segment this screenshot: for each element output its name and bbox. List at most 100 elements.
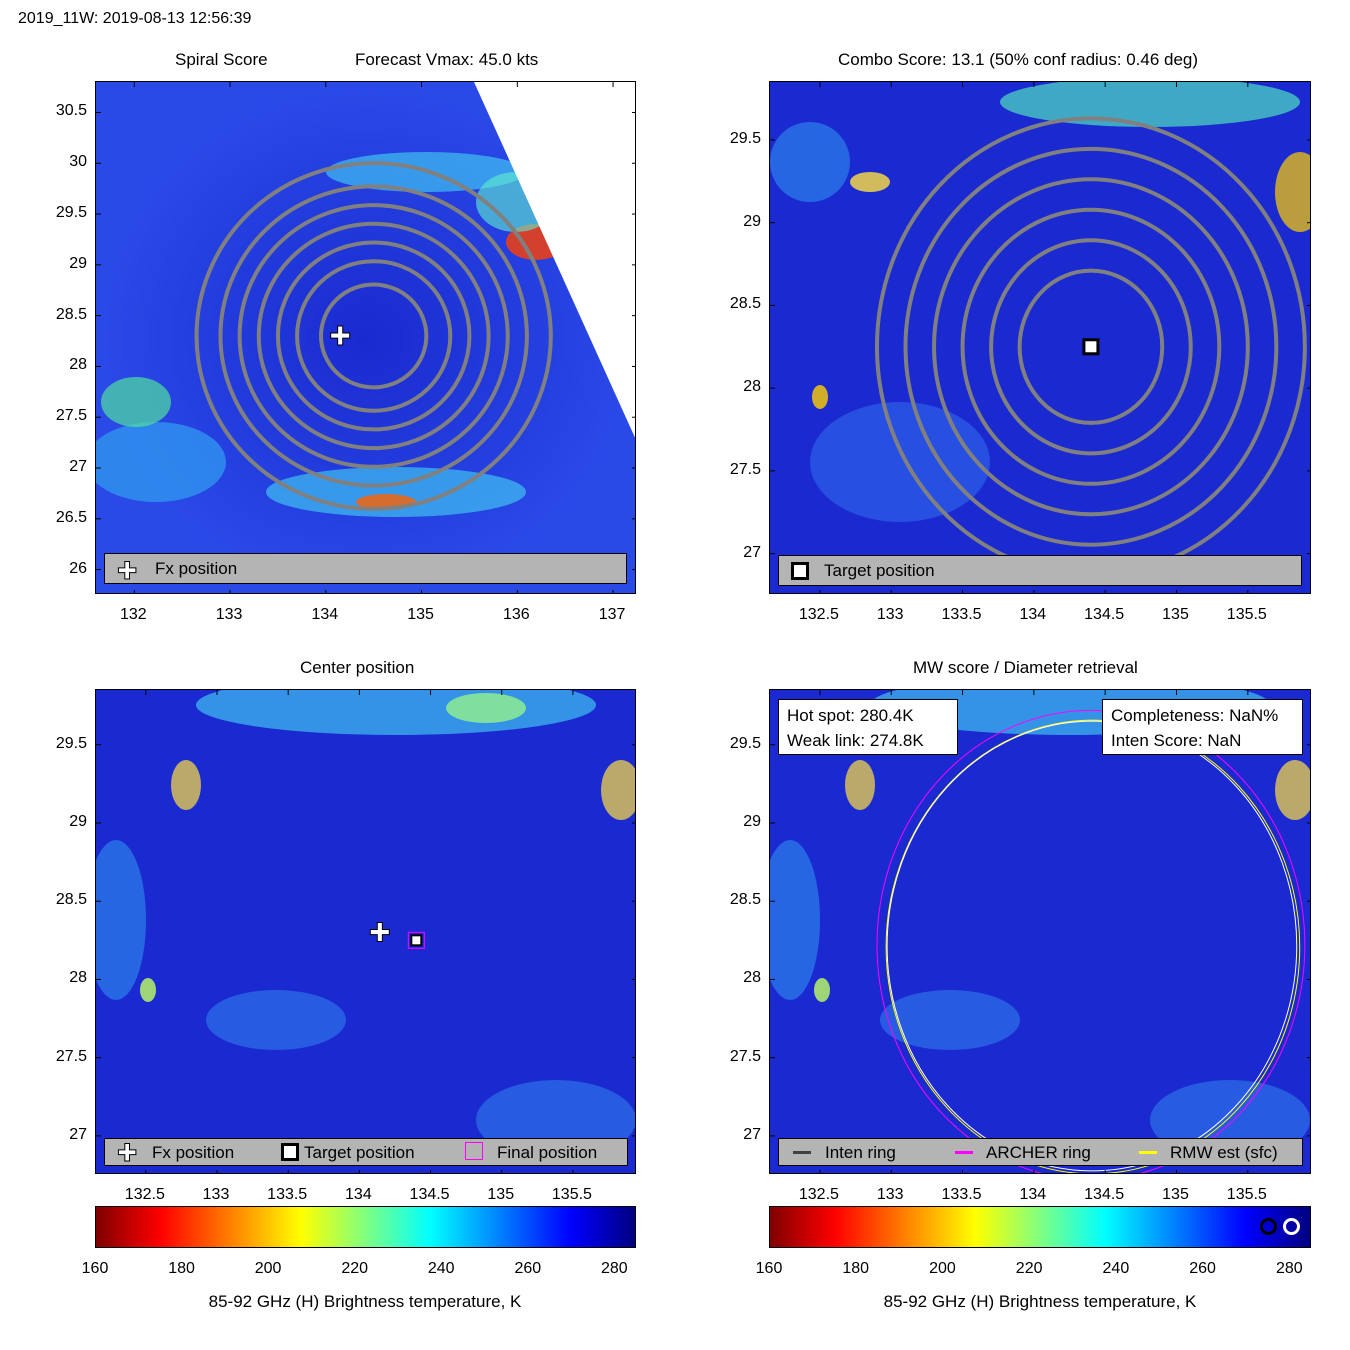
- colorbar-tick-label: 160: [755, 1260, 783, 1277]
- x-tick-label: 134.5: [1084, 606, 1125, 623]
- target-legend-icon: [791, 562, 809, 580]
- colorbar-tick-label: 240: [427, 1260, 455, 1277]
- contour-line: [1017, 268, 1165, 425]
- center-title: Center position: [300, 658, 415, 677]
- colorbar-tick-label: 180: [168, 1260, 195, 1277]
- x-tick-label: 133: [876, 606, 904, 623]
- combo-score-plot[interactable]: Target position: [769, 81, 1311, 594]
- combo-contours: [874, 116, 1307, 578]
- fx-position-marker: ✚: [329, 320, 352, 351]
- contour-line: [256, 221, 491, 451]
- y-tick-label: 26.5: [55, 508, 87, 526]
- inten-ring-legend-icon: [793, 1151, 811, 1154]
- x-tick-label: 133.5: [267, 1186, 308, 1203]
- contour-line: [932, 177, 1250, 517]
- ring-marker-black: [1260, 1218, 1277, 1235]
- contour-line: [237, 203, 510, 469]
- center-tick-marks: [96, 690, 635, 1173]
- y-tick-label: 27.5: [55, 1047, 87, 1065]
- rmw-label: RMW est (sfc): [1170, 1143, 1278, 1162]
- mw-plot-svg: [770, 690, 1310, 1173]
- y-tick-label: 27.5: [729, 1047, 761, 1065]
- x-tick-label: 134: [345, 1186, 372, 1203]
- final-position-square: [407, 931, 425, 949]
- center-plot-svg: ✚: [96, 690, 635, 1173]
- contour-line: [194, 161, 553, 511]
- x-tick-label: 133.5: [941, 1186, 982, 1203]
- contour-line: [903, 146, 1279, 547]
- y-tick-label: 27: [69, 1125, 87, 1143]
- spiral-title: Spiral Score: [175, 50, 268, 69]
- combo-tb-field: [770, 82, 1310, 593]
- colorbar-right-label: 85-92 GHz (H) Brightness temperature, K: [883, 1292, 1197, 1311]
- fx-legend-label: Fx position: [152, 1143, 235, 1162]
- swath-edge: [474, 82, 635, 438]
- hot-spot-text: Hot spot: 280.4K: [787, 706, 914, 725]
- x-tick-label: 135: [487, 1186, 515, 1203]
- y-tick-label: 29.5: [729, 734, 761, 752]
- fx-legend-label: Fx position: [155, 559, 238, 578]
- inten-score-text: Inten Score: NaN: [1111, 731, 1242, 750]
- fx-position-marker-glyph: ✚: [369, 918, 391, 948]
- combo-title: Combo Score: 13.1 (50% conf radius: 0.46…: [838, 50, 1199, 69]
- rmw-legend-icon: [1139, 1151, 1157, 1154]
- x-tick-label: 134: [1019, 606, 1047, 623]
- y-tick-label: 29: [69, 812, 87, 830]
- colorbar-tick-label: 260: [1189, 1260, 1216, 1277]
- contour-line: [275, 240, 472, 432]
- x-tick-label: 135: [407, 606, 434, 623]
- spiral-legend: ✚ Fx position: [104, 553, 627, 586]
- mw-score-plot[interactable]: Hot spot: 280.4K Weak link: 274.8K Compl…: [769, 689, 1311, 1174]
- y-tick-label: 28: [743, 969, 761, 987]
- contour-line: [960, 207, 1222, 486]
- mw-rings: [876, 709, 1306, 1173]
- spiral-plot-svg: ✚: [96, 82, 635, 593]
- colorbar-tick-label: 220: [1015, 1260, 1043, 1277]
- x-tick-label: 133: [215, 606, 243, 623]
- x-tick-label: 135.5: [551, 1186, 592, 1203]
- spiral-score-plot[interactable]: ✚ ✚ Fx position: [95, 81, 636, 594]
- inten-ring: [886, 720, 1298, 1172]
- x-tick-label: 132.5: [798, 606, 839, 623]
- final-legend-icon: [465, 1142, 483, 1160]
- figure-title: 2019_11W: 2019-08-13 12:56:39: [18, 10, 252, 27]
- mw-tick-marks: [770, 690, 1310, 1173]
- mw-title: MW score / Diameter retrieval: [913, 658, 1138, 677]
- colorbar-tick-label: 220: [341, 1260, 369, 1277]
- y-tick-label: 28: [743, 378, 761, 396]
- y-tick-label: 29: [743, 812, 761, 830]
- contour-line: [218, 184, 529, 488]
- colorbar-tick-label: 260: [514, 1260, 542, 1277]
- x-tick-label: 134: [1019, 1186, 1047, 1203]
- x-tick-label: 137: [598, 606, 626, 623]
- rmw-ring: [885, 719, 1301, 1173]
- weak-link-text: Weak link: 274.8K: [787, 731, 924, 750]
- y-tick-label: 30.5: [55, 102, 87, 120]
- x-tick-label: 132.5: [798, 1186, 839, 1203]
- x-tick-label: 134.5: [1084, 1186, 1125, 1203]
- y-tick-label: 27: [69, 458, 87, 476]
- combo-plot-svg: [770, 82, 1310, 593]
- y-tick-label: 28.5: [729, 891, 761, 909]
- ring-marker-white: [1283, 1218, 1300, 1235]
- final-legend-label: Final position: [497, 1143, 598, 1162]
- combo-warm-bands: [770, 82, 1310, 522]
- colorbar-right: [769, 1206, 1311, 1248]
- colorbar-tick-label: 160: [81, 1260, 109, 1277]
- y-tick-label: 29: [743, 212, 761, 230]
- x-tick-label: 132: [119, 606, 147, 623]
- target-legend-icon: [281, 1143, 299, 1161]
- colorbar-tick-label: 180: [842, 1260, 870, 1277]
- y-tick-label: 28: [69, 969, 87, 987]
- center-position-plot[interactable]: ✚ ✚ Fx position Target position Final po…: [95, 689, 636, 1174]
- y-tick-label: 30: [69, 153, 87, 171]
- center-position-markers: ✚: [368, 917, 425, 949]
- x-tick-label: 134.5: [409, 1186, 450, 1203]
- archer-ring-legend-icon: [955, 1151, 973, 1154]
- colorbar-tick-label: 240: [1102, 1260, 1130, 1277]
- x-tick-label: 133.5: [941, 606, 982, 623]
- spiral-contours: [194, 161, 553, 511]
- mw-legend: Inten ring ARCHER ring RMW est (sfc): [778, 1138, 1303, 1166]
- target-legend-label: Target position: [824, 561, 935, 580]
- y-tick-label: 27: [743, 1125, 761, 1143]
